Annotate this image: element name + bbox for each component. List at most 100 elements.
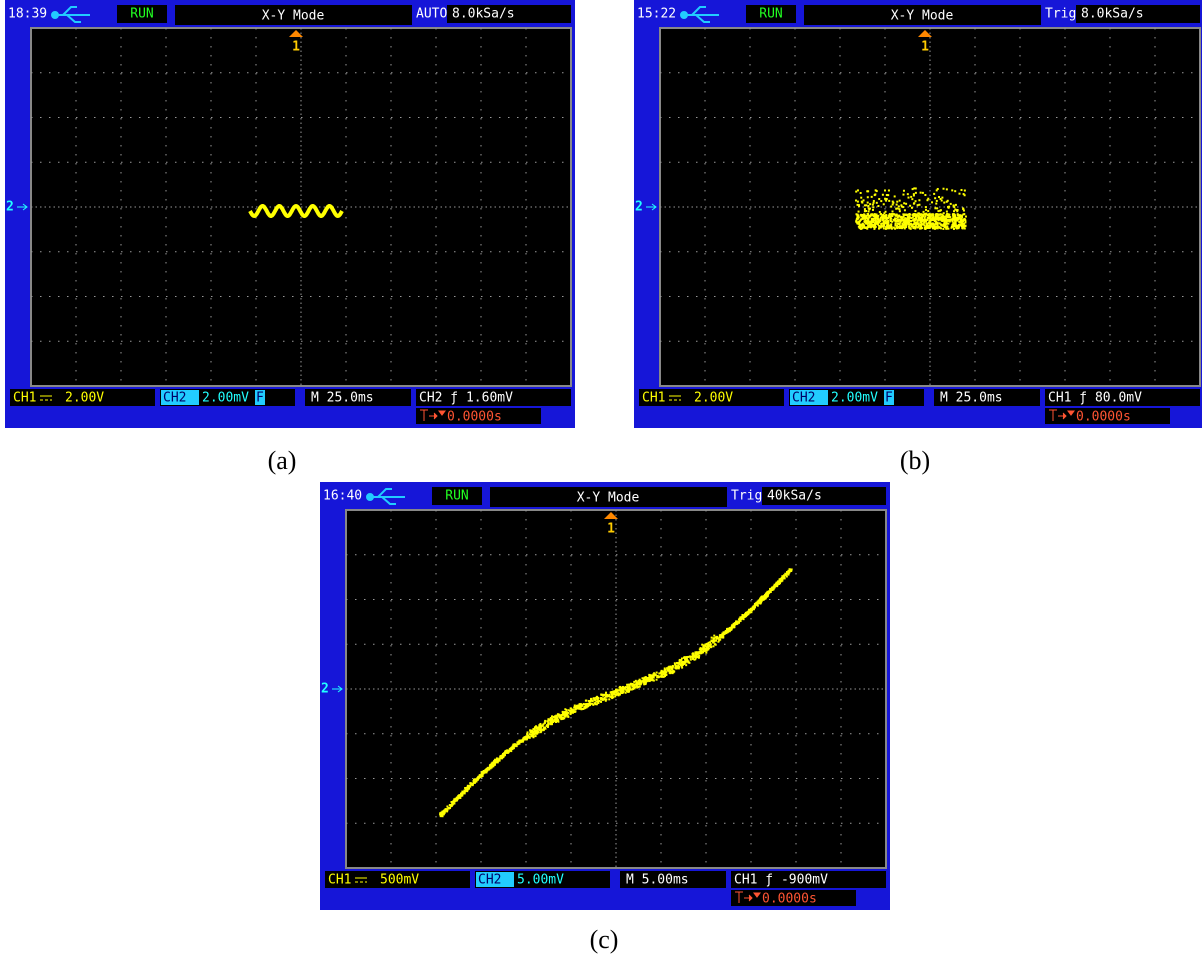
trace-dot bbox=[864, 227, 866, 229]
trace-dot bbox=[597, 702, 599, 704]
trace-dot bbox=[522, 739, 524, 741]
trace-dot bbox=[628, 687, 630, 689]
trace-dot bbox=[767, 595, 769, 597]
trace-dot bbox=[487, 768, 489, 770]
mode: X-Y Mode bbox=[262, 9, 325, 24]
trace-dot bbox=[531, 732, 533, 734]
trace-dot bbox=[912, 214, 914, 216]
trace-dot bbox=[925, 209, 927, 211]
trace-dot bbox=[907, 217, 909, 219]
ch1-scale: 2.00V bbox=[694, 391, 733, 406]
trace-dot bbox=[954, 208, 956, 210]
trace-dot bbox=[664, 667, 666, 669]
trace-dot bbox=[569, 713, 571, 715]
trace-dot bbox=[932, 214, 934, 216]
trace-dot bbox=[698, 657, 700, 659]
trace-dot bbox=[872, 224, 874, 226]
trace-dot bbox=[934, 207, 936, 209]
trace-dot bbox=[913, 187, 915, 189]
trace-dot bbox=[665, 671, 667, 673]
trace-dot bbox=[933, 217, 935, 219]
trace-dot bbox=[595, 701, 597, 703]
trace-dot bbox=[911, 207, 913, 209]
trace-dot bbox=[870, 222, 872, 224]
trace-dot bbox=[481, 773, 483, 775]
trace-dot bbox=[963, 213, 965, 215]
trace-dot bbox=[585, 704, 587, 706]
trace-dot bbox=[744, 614, 746, 616]
ch2-label: CH2 bbox=[792, 391, 815, 406]
trace-dot bbox=[953, 214, 955, 216]
trace-dot bbox=[892, 210, 894, 212]
trace-dot bbox=[936, 200, 938, 202]
trace-dot bbox=[929, 225, 931, 227]
trace-dot bbox=[943, 212, 945, 214]
trace-dot bbox=[600, 694, 602, 696]
trace-dot bbox=[877, 218, 879, 220]
trace-dot bbox=[624, 686, 626, 688]
trace-dot bbox=[692, 658, 694, 660]
trace-dot bbox=[770, 591, 772, 593]
trace-dot bbox=[459, 794, 461, 796]
trace-dot bbox=[920, 192, 922, 194]
trace-dot bbox=[525, 736, 527, 738]
ch2-label: CH2 bbox=[478, 873, 501, 888]
trace-dot bbox=[713, 635, 715, 637]
trace-dot bbox=[907, 193, 909, 195]
trace-dot bbox=[919, 217, 921, 219]
run-status: RUN bbox=[445, 489, 468, 504]
trace-dot bbox=[483, 771, 485, 773]
usb-dot bbox=[367, 494, 373, 500]
trace-dot bbox=[710, 646, 712, 648]
trace-dot bbox=[900, 204, 902, 206]
trace-dot bbox=[856, 222, 858, 224]
trace-dot bbox=[640, 683, 642, 685]
trace-dot bbox=[889, 216, 891, 218]
trace-dot bbox=[452, 802, 454, 804]
trace-dot bbox=[897, 227, 899, 229]
ch1-scale: 2.00V bbox=[65, 391, 104, 406]
trace-dot bbox=[890, 206, 892, 208]
trace-dot bbox=[890, 220, 892, 222]
trace-dot bbox=[876, 220, 878, 222]
trace-dot bbox=[911, 220, 913, 222]
trace-dot bbox=[908, 215, 910, 217]
trace-dot bbox=[937, 227, 939, 229]
trace-dot bbox=[621, 691, 623, 693]
trace-dot bbox=[912, 188, 914, 190]
trace-dot bbox=[741, 614, 743, 616]
trace-dot bbox=[560, 714, 562, 716]
trace-dot bbox=[634, 684, 636, 686]
trace-dot bbox=[590, 703, 592, 705]
trace-dot bbox=[656, 679, 658, 681]
trace-dot bbox=[695, 652, 697, 654]
trace-dot bbox=[473, 782, 475, 784]
trace-dot bbox=[955, 226, 957, 228]
trace-dot bbox=[860, 197, 862, 199]
trace-dot bbox=[565, 712, 567, 714]
trace-dot bbox=[617, 690, 619, 692]
trace-dot bbox=[512, 744, 514, 746]
trace-dot bbox=[946, 228, 948, 230]
trace-dot bbox=[917, 215, 919, 217]
trace-dot bbox=[946, 201, 948, 203]
trace-dot bbox=[659, 675, 661, 677]
trace-dot bbox=[605, 696, 607, 698]
trace-dot bbox=[553, 716, 555, 718]
trace-dot bbox=[877, 223, 879, 225]
trace-dot bbox=[857, 204, 859, 206]
trace-dot bbox=[940, 217, 942, 219]
trace-dot bbox=[904, 214, 906, 216]
trace-dot bbox=[873, 202, 875, 204]
trace-dot bbox=[739, 616, 741, 618]
trace-dot bbox=[950, 227, 952, 229]
trace-dot bbox=[938, 196, 940, 198]
ch1-marker: 1 bbox=[921, 40, 929, 55]
trace-dot bbox=[927, 210, 929, 212]
trace-dot bbox=[614, 695, 616, 697]
trace-dot bbox=[858, 211, 860, 213]
trace-dot bbox=[886, 215, 888, 217]
trace-dot bbox=[884, 198, 886, 200]
trace-dot bbox=[946, 220, 948, 222]
trace-dot bbox=[547, 726, 549, 728]
